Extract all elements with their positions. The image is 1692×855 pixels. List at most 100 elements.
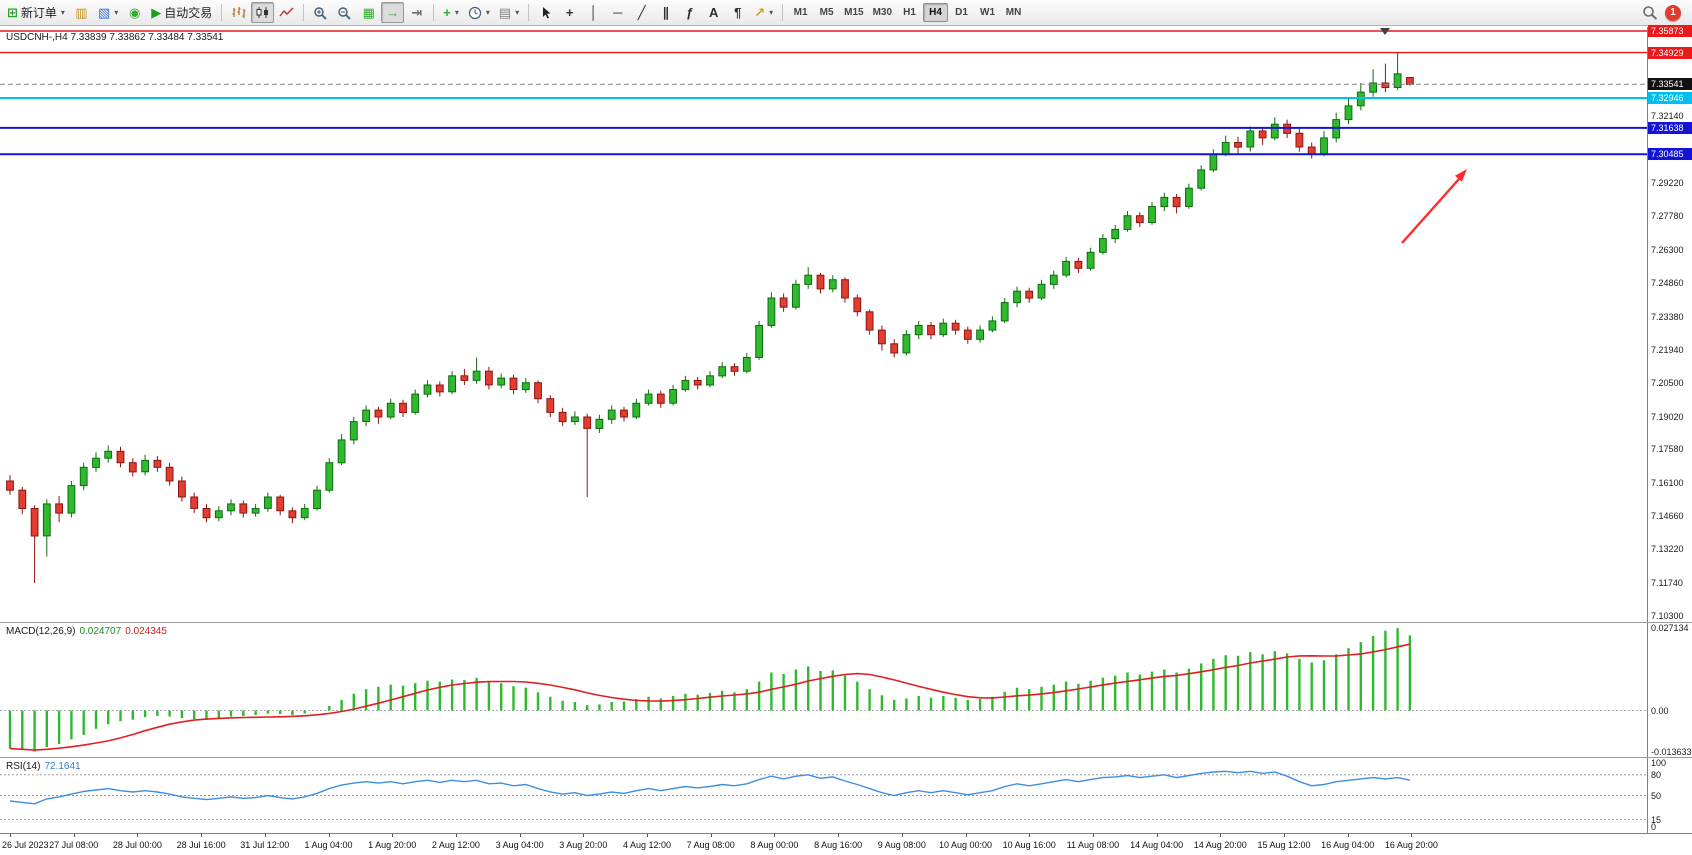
- bar-chart-button[interactable]: [227, 2, 250, 23]
- line-price-tag: 7.34929: [1648, 46, 1692, 59]
- horizontal-line-button[interactable]: ─: [606, 2, 629, 23]
- trend-arrow-head: [1455, 169, 1467, 182]
- tile-windows-button[interactable]: ▦: [357, 2, 380, 23]
- timeframe-button-m5[interactable]: M5: [814, 3, 839, 22]
- profiles-button[interactable]: ▧ ▾: [94, 2, 122, 23]
- time-axis-label: 26 Jul 2023: [2, 840, 49, 850]
- time-axis-label: 7 Aug 08:00: [686, 840, 735, 850]
- price-axis-tick: 7.16100: [1651, 478, 1684, 489]
- rsi-axis: 100 80 50 15 0: [1647, 758, 1692, 833]
- trend-arrow[interactable]: [1401, 178, 1460, 244]
- bar-chart-icon: [231, 6, 246, 19]
- macd-main-value: 0.024707: [79, 626, 122, 637]
- price-axis-tick: 7.10300: [1651, 611, 1684, 621]
- time-axis-tick: [392, 834, 394, 837]
- pane-splitter[interactable]: [0, 622, 1692, 623]
- zoom-in-button[interactable]: [309, 2, 332, 23]
- time-axis-tick: [1029, 834, 1031, 837]
- time-axis[interactable]: 26 Jul 2023 27 Jul 08:00 28 Jul 00:00 28 Ju…: [0, 833, 1692, 855]
- macd-signal-value: 0.024345: [125, 626, 167, 637]
- rsi-pane[interactable]: RSI(14) 72.1641 100 80 50 15 0: [0, 758, 1692, 833]
- zoom-out-button[interactable]: [333, 2, 356, 23]
- time-axis-tick: [710, 834, 712, 837]
- macd-pane[interactable]: MACD(12,26,9) 0.024707 0.024345 0.027134 0.…: [0, 623, 1692, 757]
- fibonacci-button[interactable]: ƒ: [678, 2, 701, 23]
- fibonacci-icon: ƒ: [686, 5, 694, 20]
- new-chart-button[interactable]: ▥: [70, 2, 93, 23]
- time-axis-label: 3 Aug 04:00: [495, 840, 544, 850]
- vertical-line-button[interactable]: │: [582, 2, 605, 23]
- time-axis-tick: [519, 834, 521, 837]
- time-axis-label: 14 Aug 20:00: [1193, 840, 1247, 850]
- price-chart-pane[interactable]: USDCNH-,H4 7.33839 7.33862 7.33484 7.335…: [0, 25, 1692, 622]
- notification-badge[interactable]: 1: [1665, 4, 1681, 21]
- zoom-out-icon: [337, 6, 352, 20]
- crosshair-button[interactable]: +: [558, 2, 581, 23]
- search-button[interactable]: [1638, 2, 1662, 23]
- pane-splitter[interactable]: [0, 757, 1692, 758]
- channel-button[interactable]: ∥: [654, 2, 677, 23]
- time-axis-tick: [1156, 834, 1158, 837]
- line-chart-button[interactable]: [275, 2, 298, 23]
- time-axis-label: 28 Jul 16:00: [176, 840, 226, 850]
- price-chart-canvas[interactable]: [0, 27, 1647, 622]
- auto-scroll-button[interactable]: →: [381, 2, 405, 23]
- time-axis-tick: [264, 834, 266, 837]
- text-button[interactable]: A: [702, 2, 725, 23]
- chart-title-text: USDCNH-,H4 7.33839 7.33862 7.33484 7.335…: [6, 32, 224, 43]
- time-axis-label: 27 Jul 08:00: [49, 840, 99, 850]
- chevron-down-icon: ▾: [60, 8, 65, 17]
- timeframe-button-h1[interactable]: H1: [897, 3, 922, 22]
- price-axis-tick: 7.24860: [1651, 277, 1684, 288]
- auto-scroll-icon: →: [386, 5, 400, 20]
- price-axis-tick: 7.19020: [1651, 411, 1684, 422]
- trendline-icon: ╱: [637, 5, 646, 20]
- timeframe-button-mn[interactable]: MN: [1001, 3, 1026, 22]
- rsi-axis-tick: 0: [1651, 822, 1657, 832]
- toolbar: ⊞ 新订单 ▾ ▥ ▧ ▾ ◉ ▶ 自动交易 ▦ → ⇥ + ▾ ▾ ▤ ▾ + │ ─ ╱ ∥ ƒ A ¶ ↗ ▾ M1 M5 M15 M…: [0, 0, 1692, 26]
- time-axis-label: 16 Aug 04:00: [1321, 840, 1375, 850]
- price-axis-tick: 7.23380: [1651, 311, 1684, 322]
- chart-shift-marker[interactable]: [1380, 28, 1390, 35]
- trendline-button[interactable]: ╱: [630, 2, 653, 23]
- toolbar-separator: [782, 4, 784, 21]
- time-axis-tick: [137, 834, 139, 837]
- price-axis-tick: 7.11740: [1651, 578, 1683, 589]
- price-axis-tick: 7.29220: [1651, 178, 1684, 189]
- time-axis-label: 14 Aug 04:00: [1130, 840, 1184, 850]
- time-axis-tick: [583, 834, 585, 837]
- line-price-tag: 7.35873: [1648, 25, 1692, 37]
- time-axis-tick: [838, 834, 840, 837]
- new-order-button[interactable]: ⊞ 新订单 ▾: [3, 2, 69, 23]
- timeframe-button-m1[interactable]: M1: [788, 3, 813, 22]
- chart-shift-button[interactable]: ⇥: [405, 2, 428, 23]
- time-axis-label: 1 Aug 04:00: [304, 840, 353, 850]
- periods-button[interactable]: ▾: [464, 2, 494, 23]
- timeframe-button-m15[interactable]: M15: [840, 3, 867, 22]
- refresh-icon: ◉: [129, 5, 141, 20]
- time-axis-tick: [774, 834, 776, 837]
- toolbar-separator: [221, 4, 223, 21]
- templates-button[interactable]: ▤ ▾: [495, 2, 523, 23]
- new-chart-icon: ▥: [75, 5, 88, 20]
- timeframe-button-m30[interactable]: M30: [869, 3, 896, 22]
- rsi-canvas: [0, 770, 1647, 821]
- refresh-button[interactable]: ◉: [123, 2, 146, 23]
- timeframe-button-w1[interactable]: W1: [975, 3, 1000, 22]
- cursor-button[interactable]: [534, 2, 557, 23]
- zoom-in-icon: [313, 6, 328, 20]
- time-axis-tick: [328, 834, 330, 837]
- time-axis-label: 9 Aug 08:00: [877, 840, 926, 850]
- autotrading-button[interactable]: ▶ 自动交易: [147, 2, 216, 23]
- timeframe-button-d1[interactable]: D1: [949, 3, 974, 22]
- timeframe-button-h4[interactable]: H4: [923, 3, 949, 22]
- time-axis-label: 2 Aug 12:00: [431, 840, 480, 850]
- tile-windows-icon: ▦: [362, 5, 375, 20]
- arrows-button[interactable]: ↗ ▾: [750, 2, 777, 23]
- text-label-button[interactable]: ¶: [726, 2, 749, 23]
- price-axis[interactable]: 7.32140 7.29220 7.27780 7.26300 7.24860 7.233…: [1647, 25, 1692, 622]
- templates-icon: ▤: [498, 5, 512, 20]
- indicators-button[interactable]: + ▾: [439, 2, 463, 23]
- candlestick-chart-button[interactable]: [251, 2, 275, 23]
